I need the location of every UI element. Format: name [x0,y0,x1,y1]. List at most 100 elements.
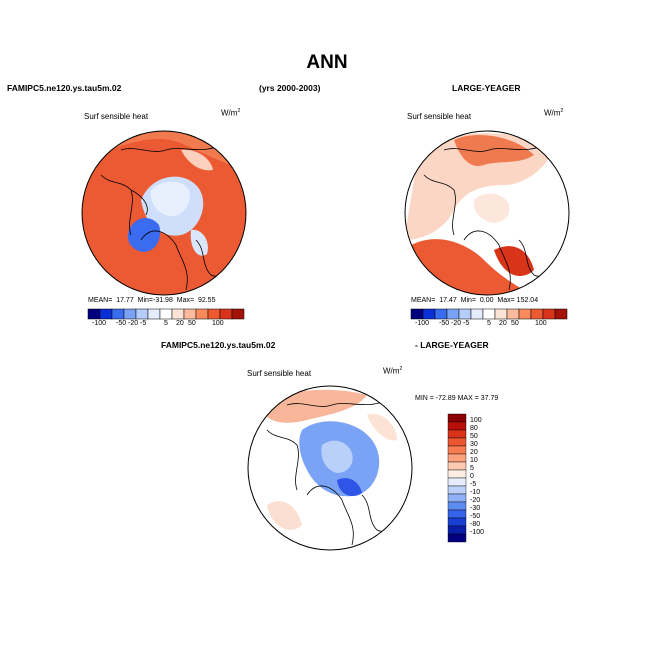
panel3-colorbar-ticks: 100 80 50 30 20 10 5 0 -5 -10 -20 -30 -50 -80 -100 [470,414,500,544]
map3-atlantic-warm [267,501,302,530]
polar-map-difference [247,385,413,551]
panel2-units: W/m2 [544,108,564,118]
colorbar-box [147,308,161,320]
colorbar-box [231,308,245,320]
colorbar-tick-label: -5 [463,320,470,327]
colorbar-box [447,445,467,455]
colorbar-box [447,421,467,431]
colorbar-box [123,308,137,320]
map1-scand-cool [190,229,208,256]
case1-title: FAMIPC5.ne120.ys.tau5m.02 [7,83,122,93]
colorbar-tick-label: 80 [470,425,478,432]
colorbar-tick-label: 30 [470,441,478,448]
colorbar-tick-label: 10 [470,457,478,464]
colorbar-box [99,308,113,320]
colorbar-box [447,533,467,543]
diff-title-right: - LARGE-YEAGER [415,340,489,350]
colorbar-box [447,453,467,463]
colorbar-tick-label: 100 [212,320,224,327]
colorbar-box [446,308,460,320]
colorbar-box [447,437,467,447]
colorbar-box [447,493,467,503]
colorbar-tick-label: -50 [470,513,481,520]
colorbar-box [447,477,467,487]
main-title: ANN [306,52,348,73]
colorbar-tick-label: 20 [176,320,184,327]
colorbar-tick-label: -80 [470,521,481,528]
colorbar-box [219,308,233,320]
map3-boundary [247,385,413,551]
map3-barents-cool [337,478,362,497]
panel1-colorbar [87,308,245,320]
colorbar-box [554,308,568,320]
colorbar-tick-label: -20 [470,497,481,504]
colorbar-tick-label: 20 [499,320,507,327]
colorbar-box [447,517,467,527]
colorbar-box [518,308,532,320]
colorbar-box [494,308,508,320]
colorbar-tick-label: 0 [470,473,474,480]
colorbar-box [422,308,436,320]
panel2-variable-label: Surf sensible heat [407,112,472,121]
colorbar-box [195,308,209,320]
colorbar-tick-label: -30 [470,505,481,512]
diff-title-left: FAMIPC5.ne120.ys.tau5m.02 [161,340,276,350]
colorbar-box [434,308,448,320]
colorbar-tick-label: -50 [439,320,450,327]
panel2-colorbar [410,308,568,320]
colorbar-tick-label: -20 [128,320,139,327]
colorbar-box [542,308,556,320]
map2-boundary [404,130,570,296]
colorbar-tick-label: -100 [470,529,485,536]
colorbar-box [87,308,101,320]
panel3-colorbar [447,413,467,543]
polar-map-case2 [404,130,570,296]
colorbar-box [171,308,185,320]
colorbar-box [207,308,221,320]
polar-map-case1 [81,130,247,296]
colorbar-tick-label: -5 [470,481,477,488]
case2-title: LARGE-YEAGER [452,83,521,93]
colorbar-tick-label: -100 [92,320,107,327]
colorbar-box [183,308,197,320]
colorbar-box [470,308,484,320]
years-label: (yrs 2000-2003) [259,83,321,93]
colorbar-tick-label: -10 [470,489,481,496]
map1-siberia-light [181,149,213,171]
panel1-variable-label: Surf sensible heat [84,112,149,121]
colorbar-tick-label: -20 [451,320,462,327]
panel2-colorbar-ticks: -100 -50 -20 -5 5 20 50 100 [411,320,571,330]
map1-boundary [81,130,247,296]
panel1-units: W/m2 [221,108,241,118]
colorbar-tick-label: 5 [470,465,474,472]
map3-arctic-core [321,440,353,473]
colorbar-tick-label: 50 [470,433,478,440]
colorbar-box [447,525,467,535]
panel1-stats: MEAN= 17.77 Min=-31.98 Max= 92.55 [88,297,216,304]
colorbar-tick-label: 5 [487,320,491,327]
map2-arctic [473,193,510,223]
colorbar-box [447,501,467,511]
colorbar-box [447,469,467,479]
colorbar-tick-label: 5 [164,320,168,327]
panel2-stats: MEAN= 17.47 Min= 0.00 Max= 152.04 [411,297,539,304]
map2-norwegian-warm [494,246,534,276]
map1-arctic-core [150,181,190,217]
map2-pacific-warm [454,135,534,166]
colorbar-box [530,308,544,320]
panel1-colorbar-ticks: -100 -50 -20 -5 5 20 50 100 [88,320,248,330]
colorbar-tick-label: 100 [470,417,482,424]
colorbar-tick-label: 50 [511,320,519,327]
colorbar-box [447,485,467,495]
colorbar-box [458,308,472,320]
map1-greenland [127,218,161,252]
colorbar-box [447,413,467,423]
panel3-units: W/m2 [383,366,403,376]
colorbar-box [447,429,467,439]
colorbar-box [447,509,467,519]
colorbar-box [482,308,496,320]
colorbar-box [159,308,173,320]
colorbar-tick-label: 50 [188,320,196,327]
colorbar-box [410,308,424,320]
panel3-minmax: MIN = -72.89 MAX = 37.79 [415,395,499,402]
